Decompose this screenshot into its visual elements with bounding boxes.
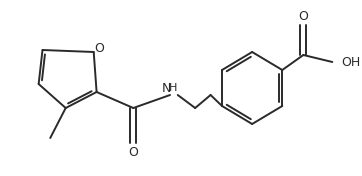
Text: O: O [129,146,138,159]
Text: OH: OH [341,55,360,68]
Text: O: O [94,42,105,55]
Text: O: O [298,11,308,24]
Text: H: H [169,83,177,93]
Text: N: N [161,81,171,95]
